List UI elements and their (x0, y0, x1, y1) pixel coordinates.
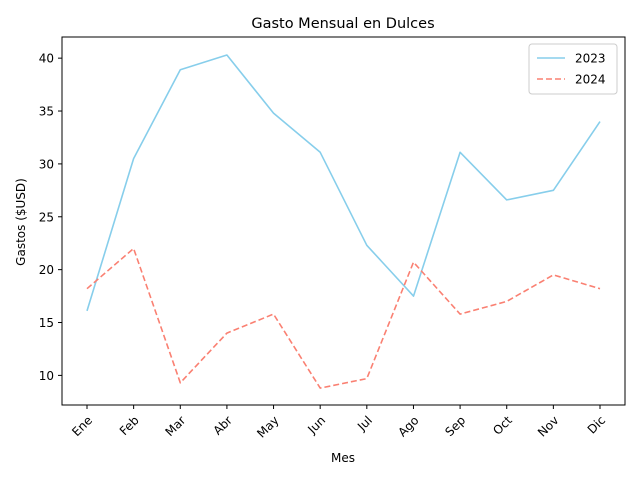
x-tick-label: Jun (304, 413, 328, 437)
x-tick-label: Feb (117, 413, 142, 438)
x-tick-label: Sep (442, 413, 468, 439)
series-line-1 (86, 247, 601, 389)
y-tick-label: 40 (39, 52, 54, 66)
legend-box (528, 43, 618, 95)
series-line-0 (86, 54, 601, 312)
legend-label-0: 2023 (575, 52, 606, 66)
x-tick-label: Ene (69, 413, 95, 439)
y-axis-label: Gastos ($USD) (14, 178, 28, 266)
x-tick-label: Nov (535, 413, 561, 439)
x-tick-label: Ago (395, 413, 421, 439)
y-tick-label: 30 (39, 157, 54, 171)
x-tick-label: Mar (162, 413, 188, 439)
legend-label-1: 2024 (575, 73, 606, 87)
x-tick-label: Oct (490, 413, 515, 438)
y-tick-label: 10 (39, 369, 54, 383)
plot-frame (61, 36, 626, 406)
y-tick-label: 25 (39, 210, 54, 224)
axes: 10 15 20 25 30 35 40 Ene Feb Mar Abr May Jun Jul Ago Se… (39, 36, 626, 441)
y-tick-label: 15 (39, 316, 54, 330)
x-tick-label: Dic (585, 413, 608, 436)
x-tick-label: May (254, 413, 281, 440)
y-tick-label: 20 (39, 263, 54, 277)
legend: 2023 2024 (528, 43, 618, 95)
x-axis-label: Mes (331, 451, 355, 465)
x-tick-label: Jul (354, 413, 375, 434)
plot-area (86, 54, 601, 389)
chart-title: Gasto Mensual en Dulces (251, 16, 434, 32)
x-tick-label: Abr (210, 413, 235, 438)
y-tick-label: 35 (39, 105, 54, 119)
